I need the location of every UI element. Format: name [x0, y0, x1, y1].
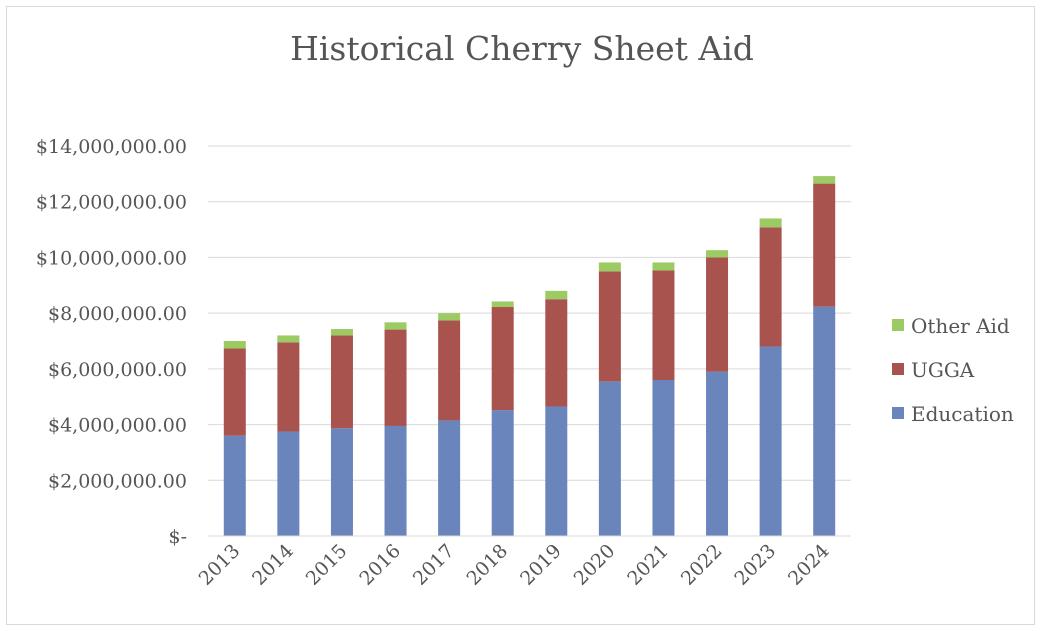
bar-education-2019 — [545, 406, 568, 536]
bar-education-2016 — [384, 425, 407, 536]
x-tick-label: 2022 — [677, 540, 727, 590]
chart-frame — [6, 6, 1035, 625]
bar-other-aid-2019 — [545, 290, 568, 300]
y-tick-label: $- — [168, 526, 187, 548]
y-tick-label: $8,000,000.00 — [48, 303, 187, 325]
bar-ugga-2023 — [759, 227, 782, 347]
x-tick-label: 2024 — [784, 540, 834, 590]
legend-label-other-aid: Other Aid — [911, 314, 1010, 338]
bar-education-2021 — [652, 380, 675, 536]
y-tick-label: $14,000,000.00 — [36, 136, 187, 158]
bar-ugga-2016 — [384, 329, 407, 426]
bar-ugga-2021 — [652, 270, 675, 380]
y-axis-tick-labels: $- $2,000,000.00 $4,000,000.00 $6,000,000.0… — [36, 136, 187, 548]
legend-swatch-ugga — [892, 363, 904, 375]
y-tick-label: $12,000,000.00 — [36, 192, 187, 214]
bar-other-aid-2018 — [491, 301, 514, 308]
bar-education-2014 — [277, 431, 300, 536]
bar-ugga-2022 — [706, 257, 729, 372]
y-tick-label: $2,000,000.00 — [48, 470, 187, 492]
bar-education-2023 — [759, 346, 782, 536]
bar-other-aid-2017 — [438, 313, 461, 321]
bar-education-2024 — [813, 306, 836, 536]
legend-swatch-education — [892, 407, 904, 419]
bar-other-aid-2021 — [652, 262, 675, 271]
bar-ugga-2017 — [438, 320, 461, 421]
x-tick-label: 2018 — [462, 540, 512, 590]
legend: Other Aid UGGA Education — [892, 314, 1014, 426]
x-tick-label: 2016 — [355, 540, 405, 590]
legend-label-education: Education — [911, 402, 1014, 426]
x-tick-label: 2019 — [516, 540, 566, 590]
bars — [223, 176, 836, 536]
bar-ugga-2014 — [277, 342, 300, 432]
legend-swatch-other-aid — [892, 319, 904, 331]
bar-education-2015 — [330, 428, 353, 536]
chart-title: Historical Cherry Sheet Aid — [290, 29, 754, 68]
bar-ugga-2019 — [545, 299, 568, 407]
x-tick-label: 2021 — [623, 540, 673, 590]
bar-ugga-2013 — [223, 348, 246, 436]
bar-other-aid-2015 — [330, 329, 353, 336]
x-tick-label: 2020 — [570, 540, 620, 590]
y-tick-label: $4,000,000.00 — [48, 415, 187, 437]
bar-other-aid-2023 — [759, 218, 782, 228]
bar-other-aid-2020 — [598, 262, 621, 272]
bar-other-aid-2014 — [277, 335, 300, 343]
x-tick-label: 2015 — [302, 540, 352, 590]
bar-ugga-2024 — [813, 183, 836, 307]
gridlines — [208, 145, 851, 481]
bar-education-2013 — [223, 435, 246, 536]
legend-label-ugga: UGGA — [911, 358, 975, 382]
bar-ugga-2020 — [598, 271, 621, 382]
y-tick-label: $10,000,000.00 — [36, 247, 187, 269]
bar-other-aid-2024 — [813, 176, 836, 184]
x-tick-label: 2013 — [195, 540, 245, 590]
x-tick-label: 2023 — [730, 540, 780, 590]
bar-education-2018 — [491, 410, 514, 536]
y-tick-label: $6,000,000.00 — [48, 359, 187, 381]
x-axis-tick-labels: 2013 2014 2015 2016 2017 2018 2019 2020 2021 2022… — [195, 540, 834, 590]
bar-education-2017 — [438, 420, 461, 536]
bar-ugga-2015 — [330, 335, 353, 429]
bar-ugga-2018 — [491, 307, 514, 411]
bar-education-2022 — [706, 371, 729, 536]
bar-other-aid-2016 — [384, 322, 407, 330]
bar-other-aid-2013 — [223, 341, 246, 349]
bar-other-aid-2022 — [706, 250, 729, 258]
x-tick-label: 2017 — [409, 540, 459, 590]
bar-education-2020 — [598, 381, 621, 536]
x-tick-label: 2014 — [248, 540, 298, 590]
